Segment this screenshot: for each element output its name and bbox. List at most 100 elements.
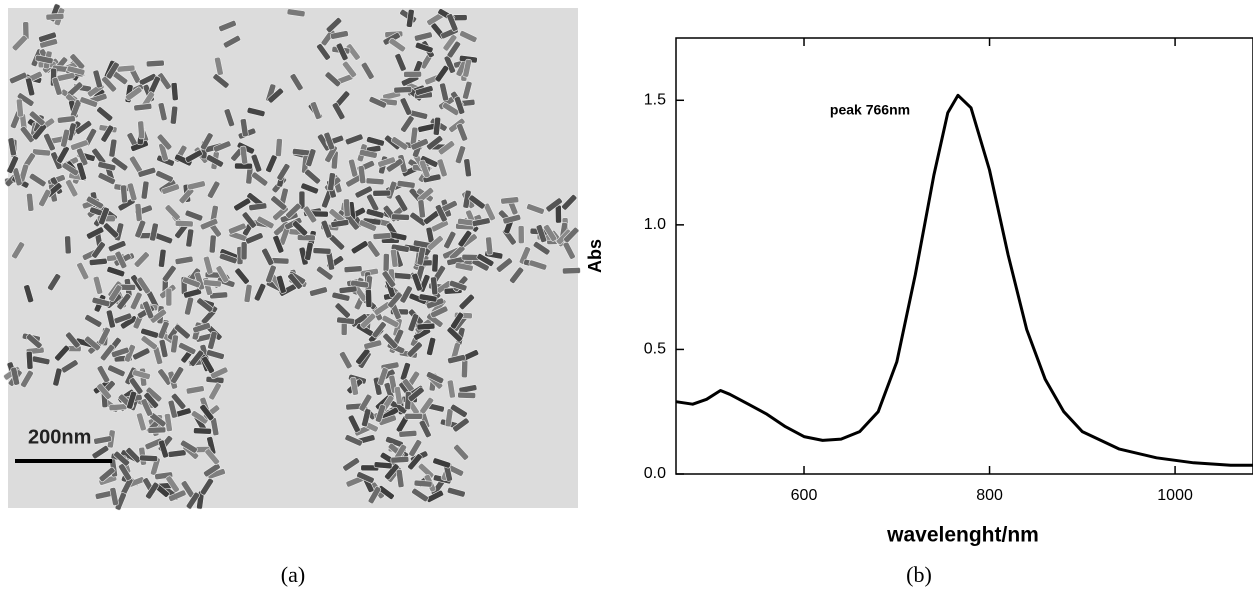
rod [453,444,469,461]
rod [11,241,25,260]
rod [127,182,138,202]
rod [304,241,314,261]
rod [320,219,333,239]
rod [410,138,429,151]
rod [285,202,302,219]
rod [199,477,214,496]
rod [96,365,110,384]
rod [149,222,159,242]
rod [101,75,117,93]
rod [365,208,385,219]
caption: (a) [281,562,305,587]
rod [178,342,197,355]
rod [61,162,80,177]
rod [165,475,180,493]
rod [16,92,35,107]
rod [302,205,317,224]
rod [43,133,56,152]
rod [213,140,232,153]
rod [218,20,237,32]
rod [137,120,146,140]
rod [422,173,442,184]
rod [462,80,473,100]
rod [107,240,127,253]
rod [400,362,411,381]
rod [528,259,548,271]
rod [418,293,438,303]
rod [125,447,142,464]
rod [200,132,214,151]
rod [310,101,322,120]
rod [275,138,283,157]
rod [170,366,184,384]
rod [392,272,412,280]
rod [399,285,413,304]
rod [92,275,103,295]
rod [192,322,211,334]
rod [276,275,287,294]
rod [157,102,168,122]
rod [66,65,86,76]
rod [201,355,215,374]
rod [208,382,222,401]
rod [390,456,410,464]
rod [171,393,187,410]
rod [245,232,264,245]
rod [355,348,371,365]
rod [184,209,204,222]
rod [407,313,419,332]
rod [382,253,390,272]
rod [342,457,360,472]
rod [215,265,229,283]
rod [138,73,157,86]
rod [502,214,522,225]
rod [196,297,214,313]
rod [25,333,43,349]
rod [398,430,418,438]
rod [109,487,119,506]
rod [417,463,435,479]
rod [65,331,81,349]
rod [468,194,486,210]
rod [128,377,144,395]
rod [382,332,399,350]
rod [210,366,229,380]
rod [108,284,123,302]
plot-frame [675,37,1253,475]
rod [206,349,225,360]
rod [190,410,209,425]
rod [446,487,466,498]
rod [180,439,198,454]
rod [562,267,581,275]
rod [334,302,351,319]
rod [19,125,35,143]
rod [387,291,403,309]
rod [418,419,432,438]
rod [447,354,466,365]
rod [133,251,150,268]
rod [296,234,316,242]
y-tick-label: 0.0 [644,465,666,482]
rod [272,235,285,254]
rod [443,231,457,250]
rod [157,368,172,386]
rod [26,192,35,212]
rod [23,284,34,303]
rod [142,300,155,320]
rod [158,248,167,268]
rod [545,197,563,213]
rod [436,158,448,178]
rod [108,138,118,158]
rod [16,98,24,118]
rod [287,272,303,290]
y-axis-label: Abs [585,239,605,273]
rod [312,247,332,255]
rod [20,370,34,388]
rod [165,287,173,307]
rod [394,53,407,72]
rod [323,131,335,151]
rod [518,246,531,265]
rod [98,206,110,226]
rod [133,103,153,112]
rod [265,154,278,173]
